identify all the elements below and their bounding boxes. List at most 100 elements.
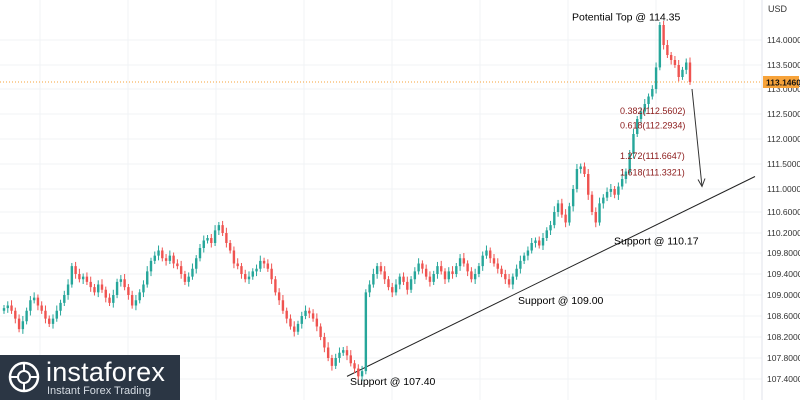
candle-body (402, 276, 405, 282)
candle-body (134, 300, 138, 306)
candle-body (669, 55, 673, 60)
y-tick-label: 107.8000 (767, 353, 800, 363)
brand-name: instaforex (46, 357, 166, 387)
candle-body (225, 233, 228, 243)
y-tick-label: 113.0000 (767, 84, 800, 94)
candle-body (281, 300, 285, 311)
candle-body (398, 276, 401, 285)
candle-body (417, 263, 420, 272)
y-tick-label: 113.5000 (767, 60, 800, 70)
candle-body (323, 337, 326, 348)
candle-body (375, 266, 379, 274)
candle-body (666, 45, 669, 55)
candle-body (545, 230, 548, 238)
candle-body (29, 300, 32, 311)
candle-body (617, 186, 620, 195)
candle-body (338, 352, 341, 358)
y-tick-label: 114.0000 (767, 35, 800, 45)
y-tick-label: 108.6000 (767, 311, 800, 321)
candle-body (677, 65, 680, 77)
candle-body (78, 274, 81, 280)
candle-body (153, 255, 156, 261)
candle-body (387, 279, 390, 288)
candle-body (319, 326, 322, 337)
candle-body (228, 243, 232, 251)
candle-body (443, 271, 447, 280)
candle-body (277, 292, 281, 301)
candle-body (183, 274, 187, 282)
candle-body (161, 250, 164, 259)
candle-body (647, 96, 650, 104)
candle-body (681, 69, 684, 77)
candle-body (688, 62, 692, 82)
candle-body (639, 111, 643, 119)
candle-body (515, 268, 518, 277)
candle-body (379, 266, 383, 272)
current-price-label: 113.1460 (766, 77, 800, 87)
candle-body (496, 263, 499, 269)
candle-body (232, 250, 236, 264)
label-support-107: Support @ 107.40 (350, 376, 436, 388)
candle-body (270, 268, 273, 280)
candle-body (14, 310, 17, 319)
candle-body (394, 284, 398, 293)
candle-body (176, 263, 179, 267)
label-fib-1272: 1.272(111.6647) (620, 151, 685, 161)
candle-body (89, 281, 92, 288)
candle-body (44, 310, 47, 319)
candle-body (507, 279, 511, 285)
candle-body (266, 263, 270, 269)
candle-body (255, 268, 258, 272)
candle-body (195, 258, 198, 269)
candle-body (311, 313, 315, 319)
candle-body (6, 305, 9, 309)
y-tick-label: 111.0000 (767, 184, 800, 194)
candle-body (296, 323, 300, 332)
trend-annotations (0, 81, 762, 377)
candle-body (541, 238, 545, 246)
candle-body (534, 240, 537, 243)
candle-body (360, 371, 364, 377)
candle-body (440, 266, 443, 272)
candle-body (556, 203, 560, 212)
candle-body (651, 89, 654, 97)
candle-body (104, 289, 107, 298)
y-tick-label: 112.5000 (767, 109, 800, 119)
candle-body (40, 305, 43, 311)
y-tick-label: 112.0000 (767, 134, 800, 144)
candle-body (300, 316, 303, 324)
candle-body (568, 206, 571, 223)
candle-body (2, 308, 6, 311)
candle-body (492, 258, 496, 264)
candle-body (560, 203, 564, 215)
candle-body (447, 271, 450, 280)
candle-body (522, 255, 526, 261)
candle-body (259, 260, 262, 269)
candle-body (511, 276, 515, 285)
label-fib-0618: 0.618(112.2934) (620, 120, 685, 130)
candle-body (579, 166, 582, 169)
candle-body (383, 271, 386, 280)
projection-arrow-head (697, 178, 706, 188)
candle-body (119, 279, 123, 282)
candle-body (406, 281, 409, 290)
candle-body (342, 350, 345, 353)
candle-body (466, 263, 469, 272)
candle-body (213, 230, 217, 243)
candle-body (609, 189, 613, 192)
candle-body (575, 169, 579, 189)
candle-body (48, 318, 51, 324)
candle-body (624, 171, 628, 179)
candle-body (549, 225, 552, 231)
y-tick-label: 109.4000 (767, 269, 800, 279)
candle-body (481, 255, 484, 267)
current-price-badge (763, 75, 799, 88)
candle-body (413, 271, 417, 280)
instaforex-logo: instaforex Instant Forex Trading (0, 355, 180, 400)
candle-body (123, 279, 126, 288)
candle-body (130, 295, 134, 306)
candle-body (251, 271, 254, 277)
candle-body (470, 271, 473, 280)
y-tick-label: 108.2000 (767, 332, 800, 342)
candle-body (63, 295, 66, 303)
